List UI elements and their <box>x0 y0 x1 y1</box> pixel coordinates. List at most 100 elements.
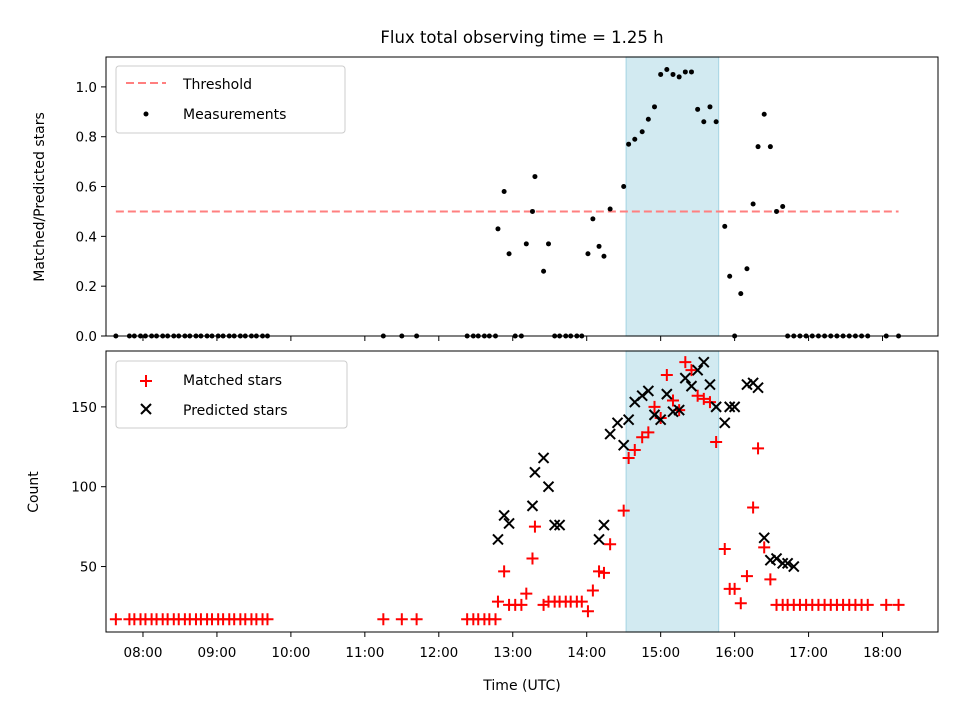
bottom-x-axis-label: Time (UTC) <box>482 678 560 694</box>
legend-matched-swatch <box>140 375 152 387</box>
measurement-point <box>532 174 538 180</box>
matched-star-point <box>261 613 274 626</box>
chart-title: Flux total observing time = 1.25 h <box>380 28 663 47</box>
matched-star-point <box>764 573 777 586</box>
bottom-legend: Matched stars Predicted stars <box>115 360 348 429</box>
measurement-point <box>541 268 547 274</box>
y-tick-label: 0.2 <box>76 279 97 295</box>
predicted-star-point <box>622 413 635 426</box>
matched-star-point <box>734 597 747 610</box>
matched-star-point <box>498 565 511 578</box>
predicted-star-point <box>526 500 539 512</box>
top-axes-frame <box>105 56 939 337</box>
measurement-point <box>695 106 701 112</box>
matched-star-point <box>581 605 594 618</box>
matched-star-point <box>395 613 408 626</box>
bottom-x-axis-ticks: 08:00 09:00 10:00 11:00 12:00 13:00 14:00 15:00… <box>124 632 902 661</box>
measurement-point <box>645 116 651 122</box>
measurement-point <box>529 208 535 214</box>
predicted-star-point <box>498 509 510 522</box>
matched-star-point <box>520 587 533 600</box>
matched-star-point <box>685 364 698 377</box>
matched-star-point <box>752 442 765 455</box>
measurement-point <box>682 69 688 75</box>
bottom-series-layer <box>109 356 905 626</box>
measurement-point <box>767 144 773 150</box>
y-tick-label: 0.0 <box>76 329 97 345</box>
predicted-star-point <box>704 378 716 391</box>
predicted-star-point <box>776 557 789 570</box>
x-tick-label: 09:00 <box>197 645 236 661</box>
measurement-point <box>676 74 682 80</box>
predicted-star-point <box>788 560 800 573</box>
measurement-point <box>755 144 761 150</box>
observing-time-span <box>625 56 720 337</box>
measurement-point <box>688 69 694 75</box>
top-y-axis-label: Matched/Predicted stars <box>32 112 48 282</box>
legend-measurements-label: Measurements <box>183 107 286 123</box>
matched-star-point <box>604 538 617 551</box>
measurement-point <box>523 241 529 247</box>
matched-star-point <box>491 595 504 608</box>
y-tick-label: 0.4 <box>76 229 97 245</box>
measurement-point <box>761 111 767 117</box>
matched-star-point <box>880 598 893 611</box>
measurement-point <box>780 203 786 209</box>
matched-star-point <box>489 613 502 626</box>
measurement-point <box>596 243 602 249</box>
measurement-point <box>750 201 756 207</box>
matched-star-point <box>622 451 635 464</box>
predicted-star-point <box>673 404 685 416</box>
bottom-panel: 50 100 150 08:00 09:00 10:00 11:00 12:00 13:00 1… <box>26 350 939 694</box>
predicted-star-point <box>698 356 710 368</box>
top-highlight-span <box>625 56 720 337</box>
predicted-star-point <box>598 519 610 531</box>
top-y-axis-ticks: 0.0 0.2 0.4 0.6 0.8 1.0 <box>76 80 106 345</box>
matched-star-point <box>697 392 710 405</box>
bottom-axes-frame <box>105 350 939 633</box>
predicted-star-point <box>758 532 770 544</box>
top-series-layer <box>113 66 902 339</box>
measurement-point <box>774 208 780 214</box>
predicted-star-point <box>492 533 504 546</box>
matched-star-point <box>597 566 610 579</box>
predicted-star-point <box>548 519 561 531</box>
measurement-point <box>722 223 728 229</box>
predicted-star-point <box>542 481 555 493</box>
measurement-point <box>601 253 607 259</box>
matched-star-point <box>892 598 905 611</box>
matched-star-point <box>410 613 423 626</box>
y-tick-label: 50 <box>80 560 97 576</box>
x-tick-label: 10:00 <box>271 645 310 661</box>
x-tick-label: 08:00 <box>124 645 163 661</box>
matched-star-point <box>666 394 679 407</box>
matched-star-point <box>528 520 541 533</box>
measurement-point <box>713 119 719 125</box>
predicted-star-point <box>685 380 698 392</box>
measurement-point <box>632 136 638 142</box>
matched-star-point <box>377 613 390 626</box>
predicted-star-point <box>679 372 692 384</box>
measurement-point <box>707 104 713 110</box>
predicted-star-point <box>593 533 605 546</box>
measurement-point <box>495 226 501 232</box>
x-tick-label: 17:00 <box>789 645 828 661</box>
measurement-point <box>652 104 658 110</box>
predicted-star-point <box>611 417 624 429</box>
y-tick-label: 1.0 <box>76 80 97 96</box>
predicted-star-point <box>719 417 731 429</box>
measurement-point <box>639 129 645 135</box>
matched-star-point <box>586 584 599 597</box>
measurement-point <box>621 184 627 190</box>
predicted-star-point <box>604 428 616 440</box>
matched-star-point <box>526 552 539 565</box>
matched-star-point <box>703 396 716 409</box>
predicted-star-point <box>654 413 667 426</box>
top-legend-box <box>115 65 346 134</box>
y-tick-label: 0.6 <box>76 180 97 196</box>
measurement-point <box>727 273 733 279</box>
bottom-y-axis-ticks: 50 100 150 <box>71 400 106 576</box>
legend-measurements-swatch <box>143 111 149 117</box>
measurement-point <box>670 71 676 77</box>
predicted-star-point <box>728 401 741 413</box>
